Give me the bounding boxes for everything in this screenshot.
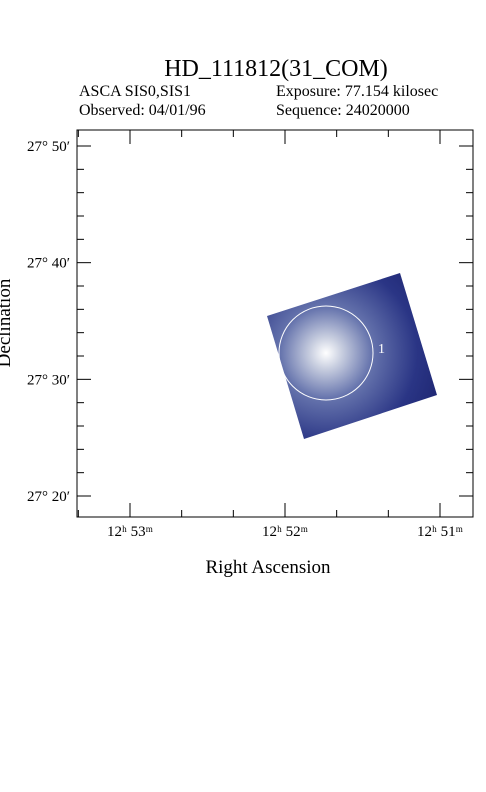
source-circle bbox=[278, 305, 374, 401]
plot-frame bbox=[76, 129, 474, 518]
exposure-map bbox=[267, 273, 437, 439]
y-tick-label: 27° 20′ bbox=[27, 489, 70, 505]
x-axis-label: Right Ascension bbox=[205, 557, 331, 578]
x-tick-label: 12ʰ 51ᵐ bbox=[417, 524, 464, 540]
source-label: 1 bbox=[378, 342, 385, 357]
instrument: ASCA SIS0,SIS1 bbox=[79, 83, 191, 100]
y-tick-label: 27° 50′ bbox=[27, 139, 70, 155]
x-tick-label: 12ʰ 53ᵐ bbox=[107, 524, 154, 540]
y-tick-label: 27° 40′ bbox=[27, 256, 70, 272]
ticks bbox=[77, 130, 473, 517]
y-tick-label: 27° 30′ bbox=[27, 372, 70, 388]
sequence: Sequence: 24020000 bbox=[276, 102, 410, 119]
observed: Observed: 04/01/96 bbox=[79, 102, 206, 119]
title: HD_111812(31_COM) bbox=[164, 56, 388, 82]
exposure: Exposure: 77.154 kilosec bbox=[276, 83, 438, 100]
y-axis-label: Declination bbox=[0, 278, 15, 367]
x-tick-label: 12ʰ 52ᵐ bbox=[262, 524, 309, 540]
